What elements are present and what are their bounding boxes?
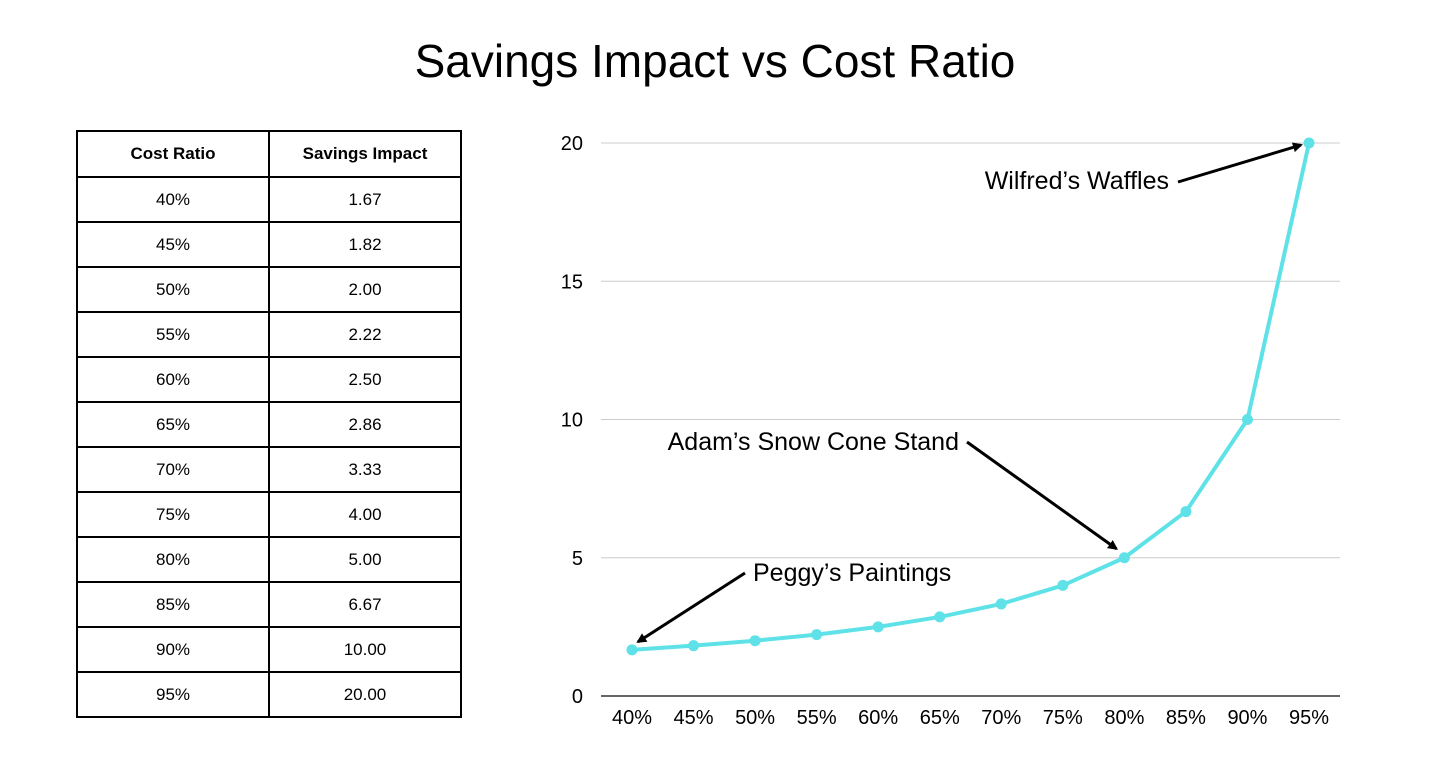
cell-cost-ratio: 95% <box>76 671 270 718</box>
cell-savings-impact: 5.00 <box>268 536 462 583</box>
header-savings-impact: Savings Impact <box>268 130 462 178</box>
data-point <box>749 635 761 647</box>
data-point <box>1118 552 1130 564</box>
x-tick-label: 65% <box>920 707 960 729</box>
table-row: 55% 2.22 <box>76 311 462 358</box>
annotation-label: Adam’s Snow Cone Stand <box>668 428 959 456</box>
cell-savings-impact: 1.67 <box>268 176 462 223</box>
table-row: 65% 2.86 <box>76 401 462 448</box>
y-tick-label: 20 <box>561 133 583 155</box>
x-tick-label: 75% <box>1043 707 1083 729</box>
annotation-label: Wilfred’s Waffles <box>985 167 1169 195</box>
y-tick-label: 5 <box>572 548 583 570</box>
data-point <box>995 598 1007 610</box>
table-row: 45% 1.82 <box>76 221 462 268</box>
data-point <box>1303 137 1315 149</box>
data-point <box>811 629 823 641</box>
header-cost-ratio: Cost Ratio <box>76 130 270 178</box>
x-tick-label: 90% <box>1227 707 1267 729</box>
x-tick-label: 85% <box>1166 707 1206 729</box>
chart-title: Savings Impact vs Cost Ratio <box>414 35 1016 87</box>
table-row: 75% 4.00 <box>76 491 462 538</box>
cell-cost-ratio: 55% <box>76 311 270 358</box>
y-tick-label: 0 <box>572 686 583 708</box>
cell-savings-impact: 3.33 <box>268 446 462 493</box>
cell-savings-impact: 4.00 <box>268 491 462 538</box>
table-row: 90% 10.00 <box>76 626 462 673</box>
cell-cost-ratio: 45% <box>76 221 270 268</box>
table-row: 60% 2.50 <box>76 356 462 403</box>
cell-cost-ratio: 60% <box>76 356 270 403</box>
cell-savings-impact: 2.86 <box>268 401 462 448</box>
series-line <box>630 141 1311 652</box>
data-point <box>688 640 700 652</box>
x-tick-label: 95% <box>1289 707 1329 729</box>
x-tick-label: 70% <box>981 707 1021 729</box>
annotation-arrow <box>1177 142 1303 184</box>
annotation-label: Peggy’s Paintings <box>753 559 951 587</box>
cell-cost-ratio: 65% <box>76 401 270 448</box>
data-point <box>934 611 946 623</box>
data-point <box>872 621 884 633</box>
table-row: 95% 20.00 <box>76 671 462 718</box>
data-point <box>1057 579 1069 591</box>
x-tick-label: 40% <box>612 707 652 729</box>
cell-savings-impact: 2.00 <box>268 266 462 313</box>
x-tick-label: 50% <box>735 707 775 729</box>
cell-cost-ratio: 80% <box>76 536 270 583</box>
x-tick-label: 45% <box>674 707 714 729</box>
table-row: 70% 3.33 <box>76 446 462 493</box>
data-point <box>626 644 638 656</box>
cell-cost-ratio: 40% <box>76 176 270 223</box>
cell-cost-ratio: 85% <box>76 581 270 628</box>
cell-savings-impact: 2.50 <box>268 356 462 403</box>
cell-cost-ratio: 50% <box>76 266 270 313</box>
cell-cost-ratio: 75% <box>76 491 270 538</box>
table-row: 85% 6.67 <box>76 581 462 628</box>
cell-savings-impact: 2.22 <box>268 311 462 358</box>
cell-savings-impact: 20.00 <box>268 671 462 718</box>
cell-cost-ratio: 90% <box>76 626 270 673</box>
x-tick-label: 60% <box>858 707 898 729</box>
cell-savings-impact: 10.00 <box>268 626 462 673</box>
annotation-arrow <box>966 440 1118 550</box>
data-point <box>1241 414 1253 425</box>
table-row: 40% 1.67 <box>76 176 462 223</box>
x-tick-label: 55% <box>797 707 837 729</box>
cell-cost-ratio: 70% <box>76 446 270 493</box>
annotation-arrow <box>636 571 746 644</box>
cell-savings-impact: 6.67 <box>268 581 462 628</box>
table-header-row: Cost Ratio Savings Impact <box>76 130 462 178</box>
table-row: 50% 2.00 <box>76 266 462 313</box>
y-tick-label: 15 <box>561 271 583 293</box>
cell-savings-impact: 1.82 <box>268 221 462 268</box>
y-tick-label: 10 <box>561 410 583 432</box>
x-tick-label: 80% <box>1104 707 1144 729</box>
data-table: Cost Ratio Savings Impact 40% 1.67 45% 1.82… <box>76 130 462 718</box>
data-point <box>1180 506 1192 518</box>
table-row: 80% 5.00 <box>76 536 462 583</box>
